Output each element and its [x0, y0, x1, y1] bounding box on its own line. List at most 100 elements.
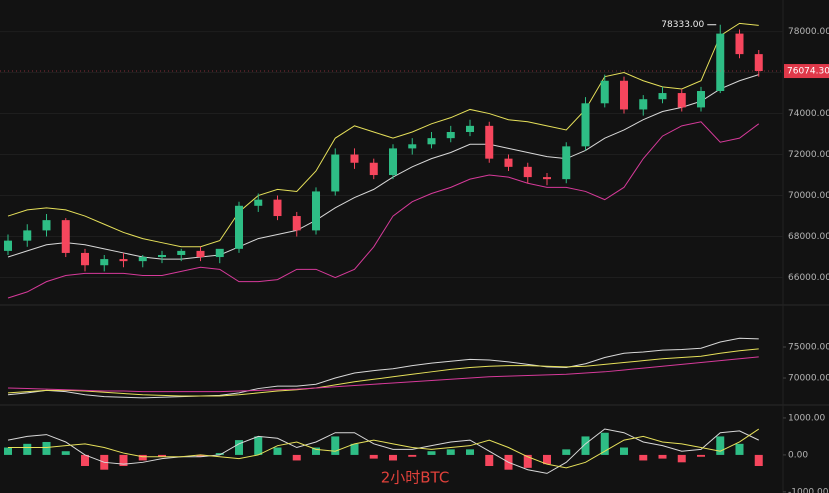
histogram-bar	[677, 454, 686, 463]
candle-body	[562, 146, 571, 180]
indicator-line	[7, 121, 760, 299]
candle-body	[273, 199, 282, 217]
histogram-bar	[543, 454, 551, 465]
histogram-bar	[446, 449, 455, 455]
candle-body	[677, 93, 686, 108]
histogram-bar	[754, 454, 763, 467]
candle-body	[215, 248, 224, 258]
histogram-bar	[312, 447, 320, 455]
candle-body	[369, 162, 378, 176]
histogram-bar	[408, 454, 417, 457]
y-tick-label: 1000.00	[788, 413, 825, 423]
histogram-bar	[254, 436, 263, 455]
candle-body	[81, 252, 89, 266]
histogram-bar	[389, 454, 397, 461]
candle-body	[4, 240, 12, 251]
candle-body	[620, 80, 628, 110]
y-tick-label: 74000.00	[788, 109, 829, 119]
last-price-box	[784, 64, 829, 79]
watermark: 2小时BTC	[381, 469, 450, 487]
histogram-bar	[600, 432, 609, 455]
histogram-bar	[42, 441, 51, 455]
histogram-bar	[331, 436, 340, 455]
histogram-bar	[235, 440, 243, 455]
candle-body	[23, 230, 32, 241]
candle-body	[119, 259, 128, 262]
y-tick-label: 66000.00	[788, 273, 829, 283]
last-price-label: 76074.30	[787, 67, 829, 77]
y-tick-label: 78000.00	[788, 27, 829, 37]
candle-body	[658, 93, 667, 100]
candle-body	[697, 91, 705, 108]
histogram-bar	[158, 454, 166, 457]
indicator-line	[7, 337, 759, 399]
histogram-bar	[215, 453, 224, 455]
candle-body	[138, 257, 147, 262]
candle-body	[716, 33, 725, 92]
candle-body	[735, 33, 744, 55]
histogram-bar	[485, 454, 494, 467]
candle-body	[427, 138, 436, 145]
candle-body	[235, 205, 243, 249]
y-tick-label: 0.00	[788, 450, 808, 460]
candle-body	[331, 154, 340, 192]
candle-body	[292, 216, 301, 231]
histogram-bar	[620, 447, 628, 455]
histogram-bar	[81, 454, 89, 467]
histogram-bar	[523, 454, 532, 468]
histogram-bar	[61, 451, 70, 455]
candle-body	[466, 125, 474, 133]
indicator-line	[7, 348, 759, 397]
histogram-bar	[292, 454, 301, 461]
y-tick-label: 68000.00	[788, 232, 829, 242]
candle-body	[312, 191, 320, 231]
candle-body	[543, 177, 551, 180]
candle-body	[408, 144, 417, 149]
indicator-line	[8, 428, 760, 469]
y-tick-label: -1000.00	[788, 487, 829, 493]
histogram-bar	[466, 449, 474, 455]
indicator-line	[7, 428, 759, 474]
histogram-bar	[273, 447, 282, 455]
histogram-bar	[23, 443, 32, 455]
histogram-bar	[735, 443, 744, 455]
histogram-bar	[4, 447, 12, 455]
candle-body	[446, 132, 455, 139]
candle-body	[196, 250, 205, 258]
candle-body	[177, 250, 186, 255]
candle-body	[350, 154, 359, 163]
indicator-line	[7, 22, 759, 248]
histogram-bar	[369, 454, 378, 459]
candle-body	[600, 80, 609, 104]
histogram-bar	[697, 454, 705, 457]
histogram-bar	[562, 449, 571, 455]
y-tick-label: 75000.00	[788, 342, 829, 352]
candle-body	[389, 148, 397, 176]
histogram-bar	[350, 443, 359, 455]
histogram-bar	[119, 454, 128, 467]
y-tick-label: 72000.00	[788, 150, 829, 160]
histogram-bar	[639, 454, 648, 461]
candle-body	[581, 103, 590, 147]
candle-body	[100, 259, 109, 266]
histogram-bar	[427, 451, 436, 455]
high-marker-label: 78333.00	[661, 20, 704, 30]
candle-body	[639, 99, 648, 110]
histogram-bar	[658, 454, 667, 459]
y-tick-label: 70000.00	[788, 191, 829, 201]
histogram-bar	[581, 436, 590, 455]
indicator-line	[7, 356, 759, 393]
y-tick-label: 70000.00	[788, 374, 829, 384]
candle-body	[754, 54, 763, 72]
candle-body	[61, 220, 70, 253]
histogram-bar	[138, 454, 147, 461]
candle-body	[254, 199, 263, 206]
candle-body	[158, 254, 166, 258]
candle-body	[504, 158, 513, 167]
histogram-bar	[196, 454, 205, 457]
indicator-line	[7, 74, 759, 260]
candle-body	[523, 166, 532, 178]
candle-body	[42, 220, 51, 231]
